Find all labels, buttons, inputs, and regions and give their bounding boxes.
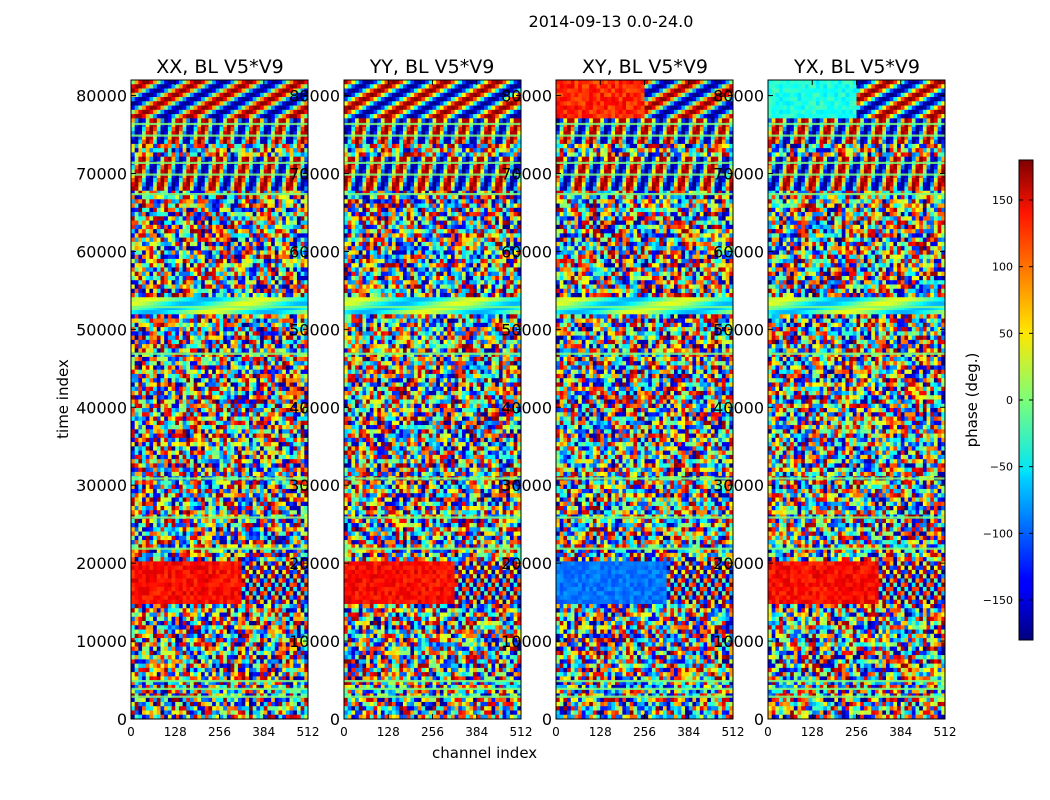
x-tick-label: 512: [510, 725, 533, 739]
y-tick-label: 70000: [289, 165, 340, 184]
x-tick-label: 256: [208, 725, 231, 739]
y-tick-label: 0: [117, 710, 127, 729]
x-tick-label: 384: [889, 725, 912, 739]
y-tick-label: 40000: [76, 398, 127, 417]
x-tick-label: 256: [845, 725, 868, 739]
y-tick-label: 40000: [501, 398, 552, 417]
colorbar-tick-label: 150: [992, 194, 1013, 207]
y-tick-label: 50000: [76, 320, 127, 339]
x-tick-label: 256: [421, 725, 444, 739]
x-tick-label: 128: [164, 725, 187, 739]
y-tick-label: 60000: [76, 242, 127, 261]
x-tick-label: 512: [297, 725, 320, 739]
y-tick-label: 30000: [713, 476, 764, 495]
x-tick-label: 0: [127, 725, 135, 739]
y-tick-label: 70000: [501, 165, 552, 184]
y-tick-label: 70000: [76, 165, 127, 184]
x-tick-label: 384: [465, 725, 488, 739]
y-tick-label: 10000: [76, 632, 127, 651]
y-tick-label: 10000: [713, 632, 764, 651]
y-tick-label: 20000: [713, 554, 764, 573]
y-tick-label: 30000: [501, 476, 552, 495]
x-tick-label: 128: [377, 725, 400, 739]
x-tick-label: 256: [633, 725, 656, 739]
y-tick-label: 80000: [289, 87, 340, 106]
x-tick-label: 128: [801, 725, 824, 739]
y-tick-label: 0: [542, 710, 552, 729]
colorbar-tick-label: −150: [983, 594, 1013, 607]
y-tick-label: 70000: [713, 165, 764, 184]
y-tick-label: 0: [754, 710, 764, 729]
panel-2: 0 128 256 384 512 0 10000 20000 30000 40000 50000 6…: [501, 80, 744, 739]
y-tick-label: 20000: [289, 554, 340, 573]
x-tick-label: 128: [589, 725, 612, 739]
y-tick-label: 40000: [713, 398, 764, 417]
y-tick-label: 20000: [501, 554, 552, 573]
y-tick-label: 50000: [289, 320, 340, 339]
x-tick-label: 512: [934, 725, 957, 739]
x-tick-label: 0: [764, 725, 772, 739]
x-tick-label: 0: [552, 725, 560, 739]
panel-3: 0 128 256 384 512 0 10000 20000 30000 40000 50000 6…: [713, 80, 956, 739]
y-tick-label: 40000: [289, 398, 340, 417]
y-tick-label: 30000: [289, 476, 340, 495]
y-tick-label: 10000: [289, 632, 340, 651]
y-tick-label: 0: [330, 710, 340, 729]
y-tick-label: 50000: [501, 320, 552, 339]
panel-1: 0 128 256 384 512 0 10000 20000 30000 40000 50000 6…: [289, 80, 532, 739]
y-tick-label: 50000: [713, 320, 764, 339]
x-tick-label: 384: [252, 725, 275, 739]
x-tick-label: 512: [722, 725, 745, 739]
y-tick-label: 80000: [76, 87, 127, 106]
colorbar-tick-label: −50: [990, 461, 1013, 474]
y-tick-label: 80000: [713, 87, 764, 106]
y-tick-label: 60000: [289, 242, 340, 261]
panel-0: 0 128 256 384 512 0 10000 20000 30000 40000 50000 6…: [76, 80, 319, 739]
colorbar-tick-label: 0: [1006, 394, 1013, 407]
y-tick-label: 60000: [501, 242, 552, 261]
y-tick-label: 30000: [76, 476, 127, 495]
x-tick-label: 384: [677, 725, 700, 739]
colorbar-tick-label: 50: [999, 327, 1013, 340]
y-tick-label: 20000: [76, 554, 127, 573]
colorbar-tick-label: −100: [983, 527, 1013, 540]
y-tick-label: 80000: [501, 87, 552, 106]
x-tick-label: 0: [340, 725, 348, 739]
y-tick-label: 10000: [501, 632, 552, 651]
y-tick-label: 60000: [713, 242, 764, 261]
colorbar-tick-label: 100: [992, 261, 1013, 274]
